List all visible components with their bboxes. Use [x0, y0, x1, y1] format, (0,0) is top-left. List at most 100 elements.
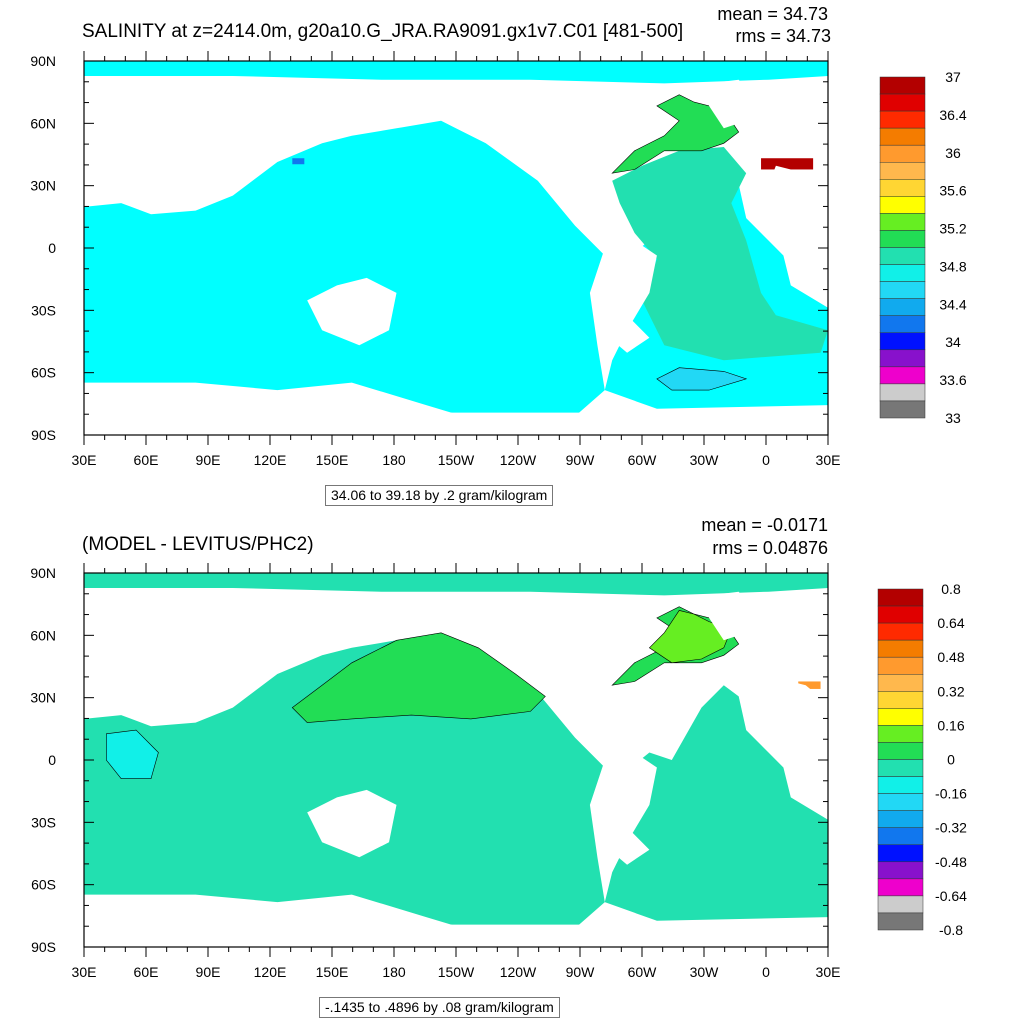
colorbar-label: 0.8 [941, 581, 961, 597]
lon-label: 150E [316, 964, 349, 980]
lat-label: 90S [31, 427, 56, 443]
lon-label: 60E [134, 964, 159, 980]
arabian-sea [106, 729, 159, 780]
lon-label: 120E [254, 452, 287, 468]
colorbar-swatch [877, 656, 924, 675]
colorbar-label: -0.16 [935, 786, 967, 802]
africa-land [761, 677, 828, 805]
lon-label: 90E [196, 964, 221, 980]
colorbar-label: 35.2 [939, 221, 966, 237]
top-panel-mean: mean = 34.73 [717, 4, 828, 24]
mediterranean-sea [798, 681, 821, 689]
north-pacific [291, 632, 546, 723]
colorbar-swatch [877, 622, 924, 641]
colorbar-swatch [879, 383, 926, 402]
colorbar-label: 0.16 [937, 717, 964, 733]
south-america-land [589, 752, 657, 903]
world-ocean [84, 632, 828, 940]
lat-label: 30S [31, 814, 56, 830]
colorbar-swatch [877, 912, 924, 931]
lon-label: 120W [500, 452, 537, 468]
colorbar-label: 36.4 [939, 107, 966, 123]
antarctica-land [84, 412, 828, 435]
colorbar-swatch [877, 605, 924, 624]
colorbar-label: 37 [945, 69, 961, 85]
south-america-land [589, 240, 657, 391]
colorbar-swatch [879, 281, 926, 299]
lat-label: 90N [30, 53, 56, 69]
top-colorbar: 37 36.4 36 35.6 35.2 34.8 34.4 34 33.6 33 [879, 69, 967, 426]
colorbar-label: 35.6 [939, 183, 966, 199]
africa-land [761, 165, 828, 293]
colorbar-swatch [879, 76, 926, 95]
colorbar-swatch [879, 213, 926, 231]
colorbar-swatch [879, 332, 926, 351]
bottom-colorbar: 0.8 0.64 0.48 0.32 0.16 0 -0.16 -0.32 -0.48 -0.64… [877, 581, 967, 938]
lon-label: 150E [316, 452, 349, 468]
lon-label: 120E [254, 964, 287, 980]
colorbar-label: 0 [947, 752, 955, 768]
top-map-panel: 90N 60N 30N 0 30S 60S 90S 30E 60E 90E 120E 150E 180 1… [30, 51, 840, 468]
colorbar-label: 34.8 [939, 258, 966, 274]
colorbar-label: 0.32 [937, 683, 964, 699]
greenland-land [709, 79, 754, 129]
labrador-sea [648, 610, 732, 664]
colorbar-label: 33.6 [939, 372, 966, 388]
colorbar-swatch [879, 162, 926, 180]
lon-label: 30W [690, 964, 720, 980]
lon-label: 30W [690, 452, 720, 468]
colorbar-label: -0.64 [935, 888, 967, 904]
colorbar-swatch [877, 691, 924, 709]
colorbar-swatch [877, 793, 924, 811]
lon-label: 150W [438, 964, 475, 980]
colorbar-label: -0.8 [939, 922, 963, 938]
top-panel-rms: rms = 34.73 [735, 26, 831, 46]
lon-label: 0 [762, 964, 770, 980]
world-ocean [84, 120, 828, 428]
lat-label: 30N [30, 690, 56, 706]
colorbar-swatch [877, 725, 924, 743]
lon-label: 180 [382, 452, 406, 468]
lon-label: 30E [72, 452, 97, 468]
atlantic-ocean [612, 147, 828, 361]
lat-label: 60S [31, 877, 56, 893]
colorbar-swatch [879, 230, 926, 248]
lon-label: 120W [500, 964, 537, 980]
lat-label: 0 [48, 240, 56, 256]
colorbar-swatch [877, 742, 924, 760]
colorbar-swatch [879, 349, 926, 368]
lat-label: 60N [30, 627, 56, 643]
colorbar-swatch [879, 144, 926, 163]
lon-label: 90E [196, 452, 221, 468]
greenland-land [709, 591, 754, 641]
colorbar-swatch [877, 844, 924, 863]
colorbar-swatch [877, 674, 924, 692]
lon-label: 90W [566, 964, 596, 980]
colorbar-swatch [877, 827, 924, 846]
lat-label: 60S [31, 365, 56, 381]
colorbar-swatch [879, 247, 926, 265]
bottom-map-panel: 90N 60N 30N 0 30S 60S 90S 30E 60E 90E 120E 150E 180 1… [30, 563, 840, 980]
colorbar-label: -0.48 [935, 854, 967, 870]
arctic-ocean [84, 573, 828, 596]
lon-label: 30E [816, 964, 841, 980]
colorbar-swatch [879, 400, 926, 419]
colorbar-swatch [879, 196, 926, 214]
australia-land [307, 789, 397, 858]
colorbar-label: 0.64 [937, 615, 964, 631]
lon-label: 30E [816, 452, 841, 468]
arctic-ocean [84, 61, 828, 84]
colorbar-swatch [877, 861, 924, 880]
lat-label: 30N [30, 178, 56, 194]
bottom-range-note: -.1435 to .4896 by .08 gram/kilogram [319, 997, 560, 1019]
colorbar-swatch [877, 776, 924, 794]
australia-land [307, 277, 397, 346]
lat-label: 60N [30, 115, 56, 131]
colorbar-swatch [879, 127, 926, 146]
colorbar-swatch [879, 315, 926, 334]
lon-label: 90W [566, 452, 596, 468]
colorbar-swatch [877, 639, 924, 658]
colorbar-swatch [877, 588, 924, 607]
colorbar-label: 33 [945, 410, 961, 426]
